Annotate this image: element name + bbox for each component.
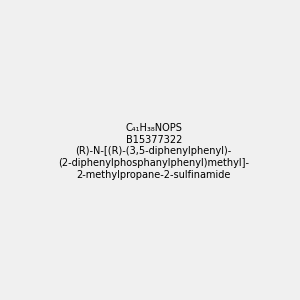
Text: C₄₁H₃₈NOPS
B15377322
(R)-N-[(R)-(3,5-diphenylphenyl)-
(2-diphenylphosphanylpheny: C₄₁H₃₈NOPS B15377322 (R)-N-[(R)-(3,5-dip… <box>58 123 249 180</box>
